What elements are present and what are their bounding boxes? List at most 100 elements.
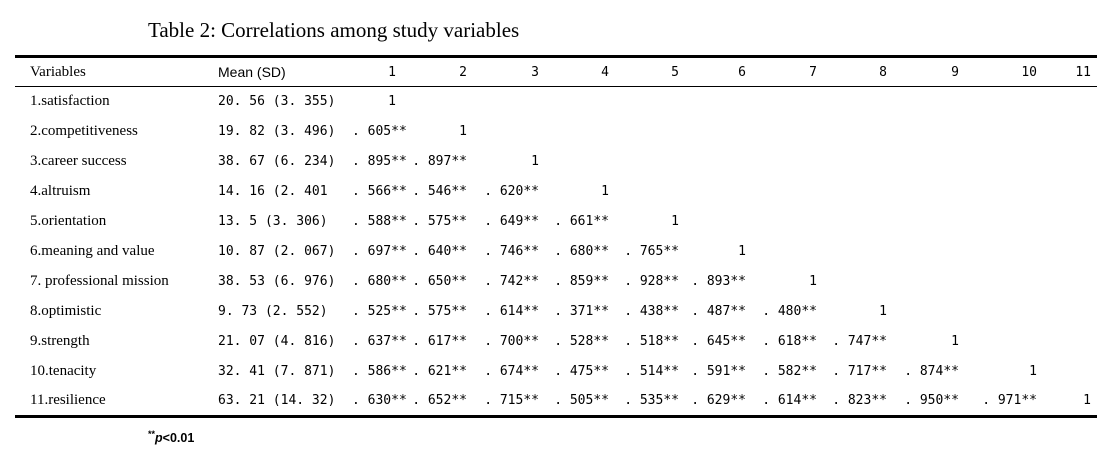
table-row: 8.optimistic 9. 73 (2. 552) . 525** . 575**… — [15, 297, 1097, 327]
table-row: 10.tenacity 32. 41 (7. 871) . 586** . 621**… — [15, 357, 1097, 387]
correlation-cell: 1 — [531, 154, 539, 169]
correlation-cell: . 586** — [352, 364, 407, 379]
correlation-cell: . 617** — [412, 334, 467, 349]
correlation-cell: 1 — [738, 244, 746, 259]
header-cell: 10 — [1021, 64, 1037, 80]
variable-cell: 7. professional mission — [30, 273, 169, 289]
correlation-cell: . 874** — [904, 364, 959, 379]
correlation-cell — [823, 267, 893, 297]
table-row: 4.altruism 14. 16 (2. 401 . 566** . 546** . … — [15, 177, 1097, 207]
correlation-cell: 1 — [388, 94, 396, 110]
correlation-cell — [615, 177, 685, 207]
correlation-cell — [965, 327, 1043, 357]
table-row: 9.strength 21. 07 (4. 816) . 637** . 617**.… — [15, 327, 1097, 357]
correlation-cell: . 475** — [554, 364, 609, 379]
correlation-cell — [1043, 177, 1097, 207]
correlation-cell: . 661** — [554, 214, 609, 229]
correlation-cell: 1 — [809, 274, 817, 289]
mean-sd-cell: 20. 56 (3. 355) — [218, 94, 336, 110]
correlation-cell: . 928** — [624, 274, 679, 289]
correlation-cell: . 893** — [691, 274, 746, 289]
variable-cell: 10.tenacity — [30, 363, 97, 379]
correlation-cell: . 859** — [554, 274, 609, 289]
correlation-cell: . 747** — [832, 334, 887, 349]
correlation-cell: . 652** — [412, 393, 467, 409]
correlation-cell: . 621** — [412, 364, 467, 379]
correlation-cell — [1043, 357, 1097, 387]
mean-sd-cell: 13. 5 (3. 306) — [218, 214, 328, 229]
table-title: Table 2: Correlations among study variab… — [148, 18, 520, 42]
correlation-cell — [1043, 87, 1097, 117]
header-cell: 5 — [671, 64, 679, 80]
correlation-cell — [965, 117, 1043, 147]
correlation-cell — [893, 237, 965, 267]
correlation-cell: . 645** — [691, 334, 746, 349]
correlation-cell: . 630** — [352, 393, 407, 409]
correlation-cell — [1043, 327, 1097, 357]
header-cell: 1 — [388, 64, 396, 80]
mean-sd-cell: 32. 41 (7. 871) — [218, 364, 336, 379]
variable-cell: 8.optimistic — [30, 303, 102, 319]
correlation-cell: . 575** — [412, 304, 467, 319]
correlation-cell — [473, 117, 545, 147]
variable-cell: 6.meaning and value — [30, 243, 155, 259]
header-cell: Mean (SD) — [218, 64, 286, 80]
variable-cell: 11.resilience — [30, 392, 106, 409]
header-cell: 11 — [1075, 64, 1091, 80]
correlation-cell — [823, 207, 893, 237]
header-row: Variables Mean (SD) 1 2 3 4 5 6 7 8 9 10 11 — [15, 57, 1097, 87]
correlation-cell — [545, 87, 615, 117]
correlation-cell — [685, 87, 752, 117]
correlation-cell: . 480** — [762, 304, 817, 319]
correlations-table: Variables Mean (SD) 1 2 3 4 5 6 7 8 9 10 11 1.satisf… — [15, 55, 1097, 418]
table-row: 1.satisfaction 20. 56 (3. 355) 1 — [15, 87, 1097, 117]
correlation-cell — [893, 297, 965, 327]
correlation-cell — [752, 147, 823, 177]
correlation-cell — [685, 177, 752, 207]
correlation-cell — [685, 147, 752, 177]
correlation-cell: . 575** — [412, 214, 467, 229]
correlation-cell — [685, 117, 752, 147]
correlation-cell — [823, 147, 893, 177]
mean-sd-cell: 10. 87 (2. 067) — [218, 244, 336, 259]
correlation-cell: . 640** — [412, 244, 467, 259]
correlation-cell — [1043, 267, 1097, 297]
correlation-cell: . 765** — [624, 244, 679, 259]
mean-sd-cell: 38. 67 (6. 234) — [218, 154, 336, 169]
correlation-cell: . 605** — [352, 124, 407, 139]
correlation-cell — [752, 117, 823, 147]
correlation-cell — [473, 87, 545, 117]
footnote-asterisks: ** — [148, 428, 156, 439]
correlation-cell: . 582** — [762, 364, 817, 379]
correlation-cell — [1043, 147, 1097, 177]
correlation-cell: . 487** — [691, 304, 746, 319]
correlation-cell — [965, 267, 1043, 297]
correlation-cell: . 717** — [832, 364, 887, 379]
correlation-cell: . 700** — [484, 334, 539, 349]
table-row: 5.orientation 13. 5 (3. 306) . 588** . 575*… — [15, 207, 1097, 237]
correlation-cell: . 715** — [484, 393, 539, 409]
correlation-cell — [752, 207, 823, 237]
mean-sd-cell: 38. 53 (6. 976) — [218, 274, 336, 289]
mean-sd-cell: 14. 16 (2. 401 — [218, 184, 328, 199]
correlation-cell: . 637** — [352, 334, 407, 349]
variable-cell: 4.altruism — [30, 183, 91, 199]
variable-cell: 5.orientation — [30, 213, 107, 229]
correlation-cell: . 614** — [762, 393, 817, 409]
correlation-cell — [965, 297, 1043, 327]
correlation-cell: . 618** — [762, 334, 817, 349]
correlation-cell: . 971** — [982, 393, 1037, 409]
correlation-cell: 1 — [459, 124, 467, 139]
correlation-cell — [823, 237, 893, 267]
correlation-cell: . 505** — [554, 393, 609, 409]
correlation-cell — [893, 267, 965, 297]
table-body: 1.satisfaction 20. 56 (3. 355) 1 2.competit… — [15, 87, 1097, 417]
correlation-cell — [615, 87, 685, 117]
header-cell: 2 — [459, 64, 467, 80]
correlation-cell: . 438** — [624, 304, 679, 319]
correlation-cell: 1 — [879, 304, 887, 319]
correlation-cell — [545, 147, 615, 177]
mean-sd-cell: 21. 07 (4. 816) — [218, 334, 336, 349]
correlation-cell: . 823** — [832, 393, 887, 409]
